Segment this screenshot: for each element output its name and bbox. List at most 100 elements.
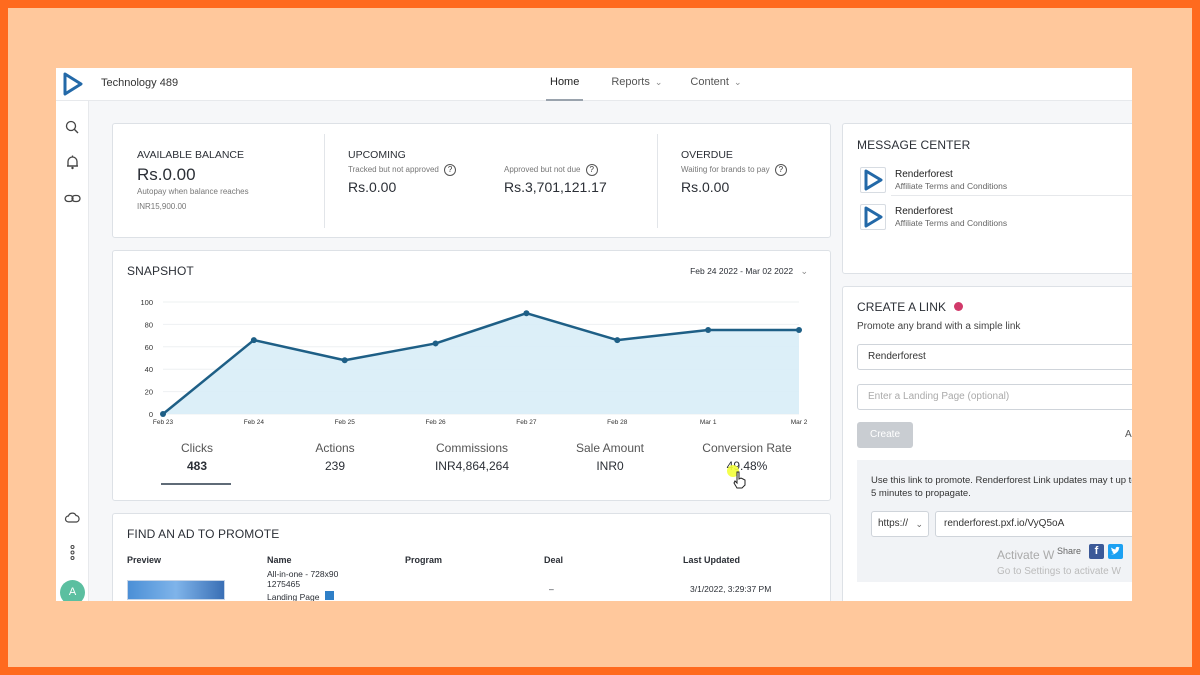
y-tick-label: 0 bbox=[149, 410, 153, 419]
cloud-icon[interactable] bbox=[64, 509, 81, 526]
x-tick-label: Feb 24 bbox=[244, 419, 265, 426]
overdue-sub-text: Waiting for brands to pay bbox=[681, 165, 770, 175]
data-point bbox=[250, 337, 257, 344]
message-subject[interactable]: Affiliate Terms and Conditions bbox=[895, 218, 1008, 228]
available-balance-label: AVAILABLE BALANCE bbox=[137, 149, 244, 161]
link-icon[interactable] bbox=[64, 190, 81, 207]
col-name: Name bbox=[267, 555, 292, 565]
share-label: Share bbox=[1057, 546, 1082, 556]
col-last-updated: Last Updated bbox=[683, 555, 741, 565]
nav-home[interactable]: Home bbox=[546, 68, 584, 101]
twitter-icon[interactable] bbox=[1108, 544, 1123, 559]
find-ad-title: FIND AN AD TO PROMOTE bbox=[127, 527, 280, 541]
data-point bbox=[523, 310, 530, 317]
nav-home-label: Home bbox=[550, 76, 580, 88]
data-point bbox=[796, 327, 802, 333]
activate-watermark: Activate W bbox=[997, 548, 1055, 562]
ad-last-updated: 3/1/2022, 3:29:37 PM bbox=[690, 584, 772, 594]
snapshot-title: SNAPSHOT bbox=[127, 264, 194, 278]
x-tick-label: Feb 26 bbox=[425, 419, 446, 426]
help-icon[interactable]: ? bbox=[585, 164, 598, 176]
tracking-link-field[interactable]: renderforest.pxf.io/VyQ5oA bbox=[935, 511, 1132, 537]
data-point bbox=[432, 340, 439, 347]
metric-value: 239 bbox=[324, 459, 346, 473]
x-tick-label: Feb 28 bbox=[607, 419, 628, 426]
divider bbox=[891, 195, 1132, 196]
divider bbox=[324, 134, 325, 228]
nav-content-label: Content bbox=[690, 76, 729, 88]
metric-sale-amount[interactable]: Sale Amount INR0 bbox=[545, 441, 675, 473]
metric-actions[interactable]: Actions 239 bbox=[270, 441, 400, 473]
data-point bbox=[705, 327, 712, 333]
tracked-label: Tracked but not approved ? bbox=[348, 164, 457, 176]
x-tick-label: Feb 23 bbox=[153, 419, 174, 426]
autopay-text: Autopay when balance reaches bbox=[137, 187, 249, 196]
metric-commissions[interactable]: Commissions INR4,864,264 bbox=[407, 441, 537, 473]
top-bar: Technology 489 Home Reports ⌄ Content ⌄ bbox=[56, 68, 1132, 101]
renderforest-logo-icon bbox=[860, 167, 886, 193]
create-button[interactable]: Create bbox=[857, 422, 913, 448]
nav-content[interactable]: Content ⌄ bbox=[690, 68, 741, 101]
metric-label: Clicks bbox=[181, 441, 213, 455]
promo-box: Use this link to promote. Renderforest L… bbox=[857, 460, 1132, 582]
account-title: Technology 489 bbox=[101, 77, 179, 89]
protocol-select[interactable]: https:// ⌄ bbox=[871, 511, 929, 537]
y-tick-label: 80 bbox=[145, 320, 153, 329]
brand-logo-icon[interactable] bbox=[62, 72, 84, 96]
more-vertical-icon[interactable] bbox=[64, 544, 81, 561]
ad-id: 1275465 bbox=[267, 579, 301, 589]
metric-value: 483 bbox=[186, 459, 208, 473]
balance-card: AVAILABLE BALANCE Rs.0.00 Autopay when b… bbox=[112, 123, 831, 238]
x-tick-label: Mar 1 bbox=[700, 419, 717, 426]
metric-conversion-rate[interactable]: Conversion Rate 49.48% bbox=[682, 441, 812, 473]
facebook-icon[interactable]: f bbox=[1089, 544, 1104, 559]
approved-text: Approved but not due bbox=[504, 165, 581, 175]
find-ad-card: FIND AN AD TO PROMOTE Preview Name Progr… bbox=[112, 513, 831, 601]
col-program: Program bbox=[405, 555, 443, 565]
metric-clicks[interactable]: Clicks 483 bbox=[132, 441, 262, 473]
side-letter: A bbox=[1125, 429, 1132, 440]
ad-deal: – bbox=[549, 584, 554, 594]
date-range-picker[interactable]: Feb 24 2022 - Mar 02 2022 ⌄ bbox=[690, 266, 808, 277]
y-tick-label: 40 bbox=[145, 365, 153, 374]
ad-name[interactable]: All-in-one - 728x90 bbox=[267, 569, 339, 579]
message-subject[interactable]: Affiliate Terms and Conditions bbox=[895, 181, 1008, 191]
help-icon[interactable]: ? bbox=[774, 164, 787, 176]
create-link-title: CREATE A LINK bbox=[857, 300, 963, 314]
chevron-down-icon: ⌄ bbox=[915, 519, 923, 529]
brand-input[interactable]: Renderforest bbox=[857, 344, 1132, 370]
message-sender[interactable]: Renderforest bbox=[895, 169, 953, 180]
available-balance-value: Rs.0.00 bbox=[137, 165, 196, 184]
metric-value: INR4,864,264 bbox=[434, 459, 510, 473]
renderforest-logo-icon bbox=[860, 204, 886, 230]
bell-icon[interactable] bbox=[64, 154, 81, 171]
metric-label: Commissions bbox=[435, 441, 508, 455]
external-link-icon[interactable] bbox=[324, 591, 334, 600]
landing-page-input[interactable]: Enter a Landing Page (optional) bbox=[857, 384, 1132, 410]
help-icon[interactable]: ? bbox=[444, 164, 457, 176]
overdue-sub: Waiting for brands to pay ? bbox=[681, 164, 787, 176]
ad-landing-page: Landing Page bbox=[267, 591, 334, 601]
landing-page-label: Landing Page bbox=[267, 592, 320, 601]
divider bbox=[657, 134, 658, 228]
create-link-card: CREATE A LINK Promote any brand with a s… bbox=[842, 286, 1132, 601]
data-point bbox=[341, 357, 348, 364]
search-icon[interactable] bbox=[64, 119, 81, 136]
chevron-down-icon: ⌄ bbox=[800, 266, 808, 276]
y-tick-label: 60 bbox=[145, 343, 153, 352]
chevron-down-icon: ⌄ bbox=[654, 77, 663, 87]
metric-label: Sale Amount bbox=[575, 441, 645, 455]
app-screen: Technology 489 Home Reports ⌄ Content ⌄ bbox=[56, 68, 1132, 601]
snapshot-card: SNAPSHOT Feb 24 2022 - Mar 02 2022 ⌄ 0 20… bbox=[112, 250, 831, 501]
avatar[interactable]: A bbox=[60, 580, 85, 601]
nav-reports[interactable]: Reports ⌄ bbox=[611, 68, 662, 101]
ad-preview-image[interactable] bbox=[127, 580, 225, 600]
message-sender[interactable]: Renderforest bbox=[895, 206, 953, 217]
left-sidebar: A bbox=[56, 101, 89, 601]
x-tick-label: Mar 2 bbox=[791, 419, 808, 426]
chevron-down-icon: ⌄ bbox=[733, 77, 742, 87]
data-point bbox=[160, 411, 166, 417]
col-deal: Deal bbox=[544, 555, 564, 565]
tracked-text: Tracked but not approved bbox=[348, 165, 439, 175]
x-tick-label: Feb 25 bbox=[335, 419, 356, 426]
